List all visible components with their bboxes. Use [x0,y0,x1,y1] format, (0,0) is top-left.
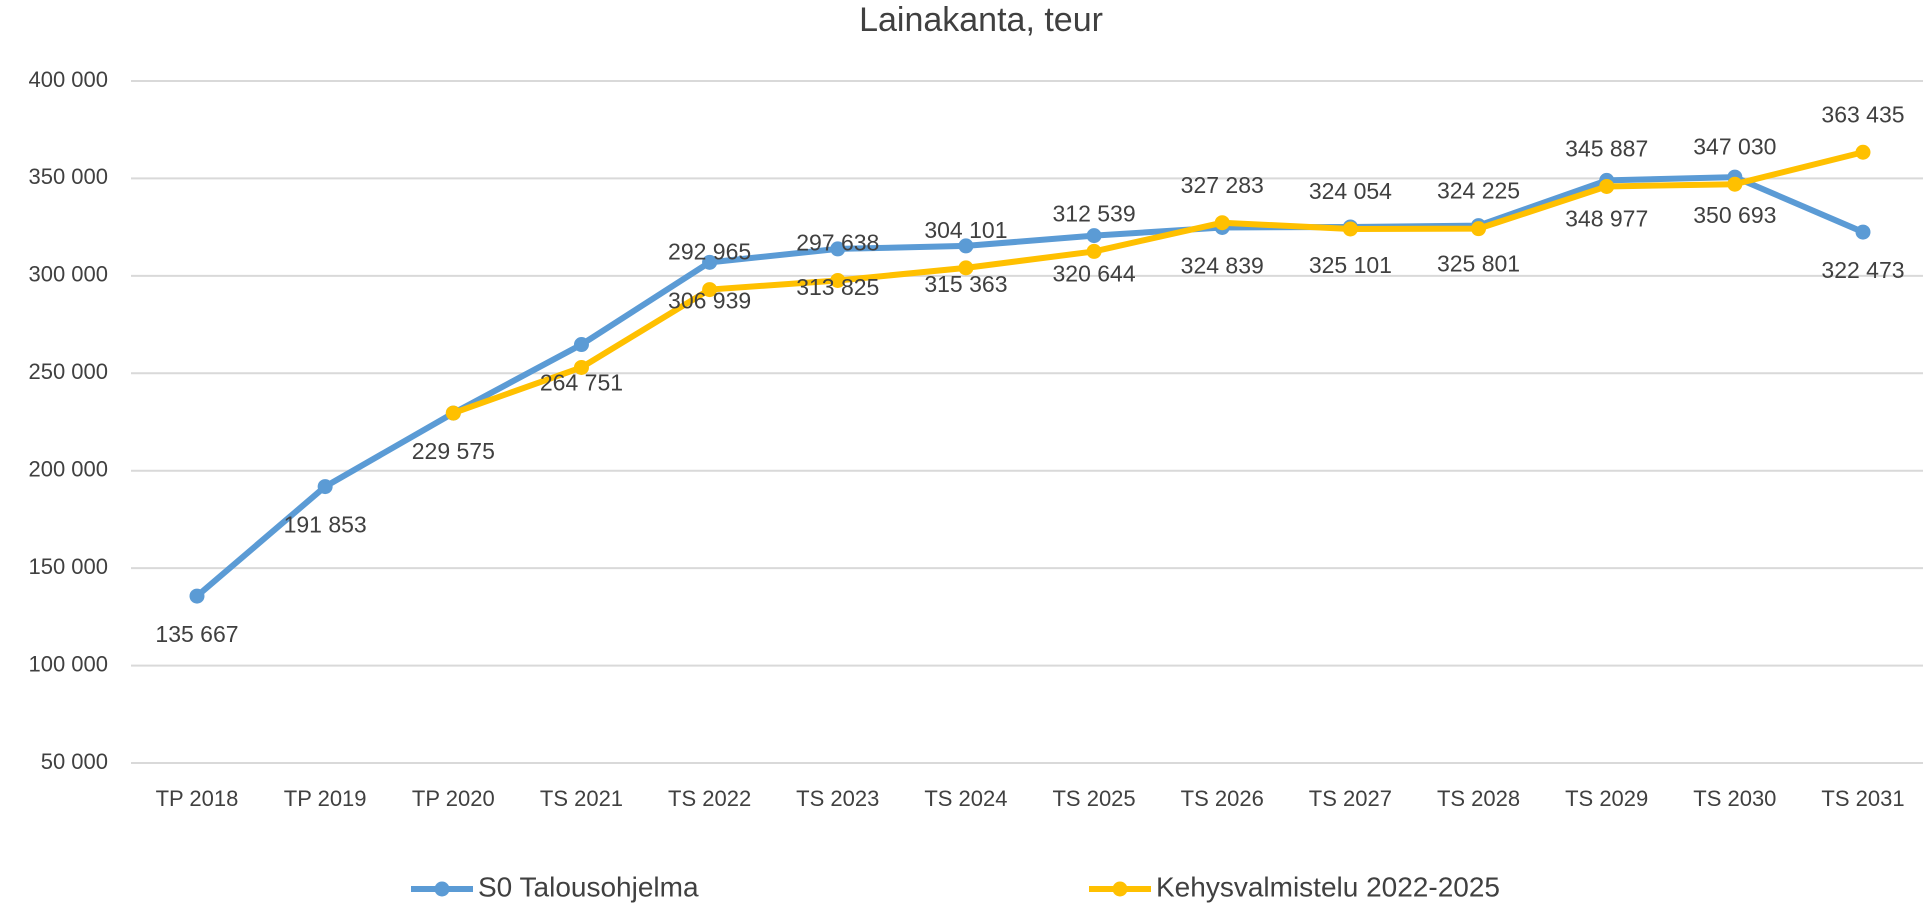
data-point [1855,224,1871,240]
data-label: 325 101 [1309,252,1392,278]
data-label: 345 887 [1565,136,1648,162]
data-label: 315 363 [924,271,1007,297]
data-label: 135 667 [155,621,238,647]
data-point [1214,215,1230,231]
y-tick-label: 250 000 [28,359,108,384]
x-tick-label: TS 2022 [668,786,751,811]
y-tick-label: 350 000 [28,164,108,189]
x-tick-label: TS 2030 [1693,786,1776,811]
y-tick-label: 150 000 [28,554,108,579]
x-tick-label: TS 2027 [1309,786,1392,811]
data-point [1086,243,1102,259]
y-tick-label: 400 000 [28,67,108,92]
data-label: 304 101 [924,217,1007,243]
series-line [195,174,1865,599]
data-point [573,337,589,353]
data-label: 324 054 [1309,178,1392,204]
data-point [830,241,846,257]
data-label: 320 644 [1053,261,1136,287]
data-point [1727,176,1743,192]
legend-marker [1112,881,1128,897]
data-point [445,405,461,421]
x-tick-label: TS 2031 [1821,786,1904,811]
x-tick-label: TP 2020 [412,786,495,811]
x-tick-label: TS 2029 [1565,786,1648,811]
data-label: 312 539 [1053,201,1136,227]
data-label: 324 839 [1181,253,1264,279]
x-tick-label: TS 2028 [1437,786,1520,811]
y-tick-label: 200 000 [28,457,108,482]
x-tick-label: TS 2026 [1181,786,1264,811]
data-label: 322 473 [1821,257,1904,283]
data-point [1855,144,1871,160]
data-point [1086,228,1102,244]
legend-marker [434,881,450,897]
legend-label: S0 Talousohjelma [478,871,699,902]
data-label: 264 751 [540,370,623,396]
x-tick-label: TS 2025 [1052,786,1135,811]
data-label: 306 939 [668,287,751,313]
data-label: 363 435 [1821,101,1904,127]
data-point [573,359,589,375]
data-label: 191 853 [284,512,367,538]
data-point [189,588,205,604]
x-tick-label: TS 2024 [924,786,1007,811]
data-label: 327 283 [1181,172,1264,198]
data-label: 325 801 [1437,251,1520,277]
data-point [317,479,333,495]
data-point [702,282,718,298]
data-label: 229 575 [412,438,495,464]
data-label: 324 225 [1437,178,1520,204]
data-point [1471,221,1487,237]
data-point [958,260,974,276]
data-point [1342,221,1358,237]
x-tick-label: TP 2018 [156,786,239,811]
data-point [1599,178,1615,194]
data-label: 297 638 [796,230,879,256]
data-point [958,238,974,254]
data-label: 348 977 [1565,206,1648,232]
x-tick-label: TS 2023 [796,786,879,811]
chart-title: Lainakanta, teur [859,1,1103,39]
y-tick-label: 300 000 [28,262,108,287]
x-tick-label: TS 2021 [540,786,623,811]
data-label: 350 693 [1693,202,1776,228]
data-label: 292 965 [668,239,751,265]
data-point [702,254,718,270]
x-tick-label: TP 2019 [284,786,367,811]
series-line [452,149,1864,416]
y-tick-label: 50 000 [41,749,108,774]
data-label: 347 030 [1693,133,1776,159]
data-point [830,272,846,288]
legend-label: Kehysvalmistelu 2022-2025 [1156,871,1500,902]
data-label: 313 825 [796,274,879,300]
y-tick-label: 100 000 [28,651,108,676]
